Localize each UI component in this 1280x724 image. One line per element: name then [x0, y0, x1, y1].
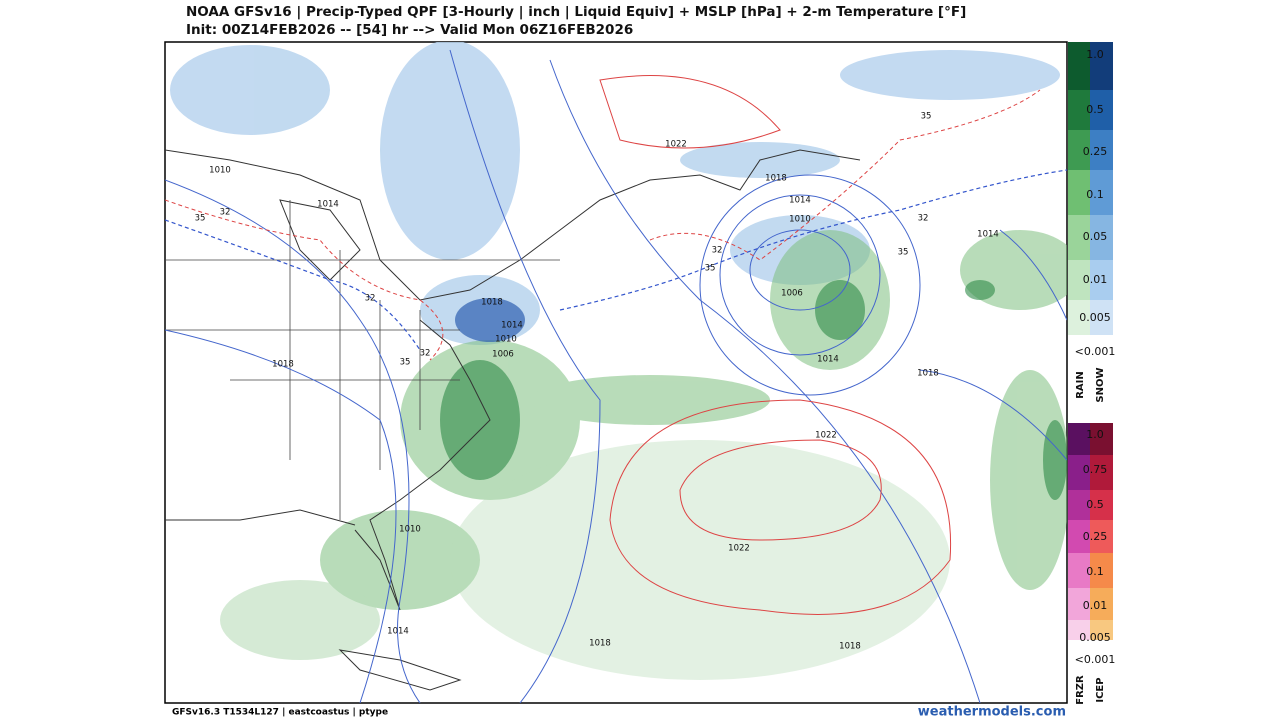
contour-label: 1010	[495, 335, 517, 345]
contour-label: 1014	[317, 200, 339, 210]
contour-label: 1022	[728, 544, 750, 554]
contour-label: 1010	[399, 525, 421, 535]
contour-label: 32	[420, 349, 431, 359]
legend-rain-snow	[1068, 42, 1113, 335]
contour-label: 35	[898, 248, 909, 258]
contour-label: 1014	[501, 321, 523, 331]
legend-label: 1.0	[1086, 428, 1104, 441]
legend-below: <0.001	[1075, 653, 1116, 666]
legend-label: 0.5	[1086, 103, 1104, 116]
legend-type: RAIN	[1075, 371, 1086, 399]
contour-label: 35	[921, 112, 932, 122]
contour-label: 35	[400, 358, 411, 368]
legend-label: 0.1	[1086, 188, 1104, 201]
contour-label: 1010	[789, 215, 811, 225]
contour-label: 35	[705, 264, 716, 274]
legend-type: FRZR	[1075, 675, 1086, 705]
contour-label: 32	[220, 208, 231, 218]
contour-label: 1014	[977, 230, 999, 240]
contour-label: 1018	[917, 369, 939, 379]
contour-label: 1018	[272, 360, 294, 370]
legend-label: 0.1	[1086, 565, 1104, 578]
title-line-1: NOAA GFSv16 | Precip-Typed QPF [3-Hourly…	[186, 4, 966, 20]
legend-labels: 1.0 0.5 0.25 0.1 0.05 0.01 0.005 <0.001 RAIN SNOW…	[1075, 48, 1116, 705]
contour-label: 1018	[481, 298, 503, 308]
map	[164, 41, 1068, 704]
contour-label: 1018	[589, 639, 611, 649]
legend-label: 0.01	[1083, 599, 1108, 612]
contour-label: 1014	[789, 196, 811, 206]
contour-label: 1018	[765, 174, 787, 184]
contour-label: 32	[712, 246, 723, 256]
legend-label: 0.25	[1083, 530, 1108, 543]
contour-label: 1010	[209, 166, 231, 176]
legend-label: 0.005	[1079, 631, 1111, 644]
contour-label: 1018	[839, 642, 861, 652]
contour-label: 1022	[815, 431, 837, 441]
contour-labels: 1010 1014 35 32 32 1018 1014 1010 1006 32 35 1018 10…	[195, 112, 999, 652]
contour-label: 35	[195, 214, 206, 224]
title-line-2: Init: 00Z14FEB2026 -- [54] hr --> Valid …	[186, 22, 633, 38]
legend-type: SNOW	[1095, 367, 1106, 402]
legend-label: 0.75	[1083, 463, 1108, 476]
legend-type: ICEP	[1095, 677, 1106, 702]
legend-frzr-icep	[1068, 423, 1113, 640]
contour-label: 32	[918, 214, 929, 224]
legend-label: 0.005	[1079, 311, 1111, 324]
footer-right: weathermodels.com	[918, 705, 1066, 720]
contour-label: 1014	[387, 627, 409, 637]
legend-label: 1.0	[1086, 48, 1104, 61]
legend-label: 0.01	[1083, 273, 1108, 286]
footer-left: GFSv16.3 T1534L127 | eastcoastus | ptype	[172, 708, 388, 718]
contour-label: 1022	[665, 140, 687, 150]
legend-label: 0.25	[1083, 145, 1108, 158]
legend-below: <0.001	[1075, 345, 1116, 358]
contour-label: 1006	[781, 289, 803, 299]
contour-label: 1014	[817, 355, 839, 365]
legend-label: 0.05	[1083, 230, 1108, 243]
contour-label: 32	[365, 294, 376, 304]
legend-label: 0.5	[1086, 498, 1104, 511]
contour-label: 1006	[492, 350, 514, 360]
